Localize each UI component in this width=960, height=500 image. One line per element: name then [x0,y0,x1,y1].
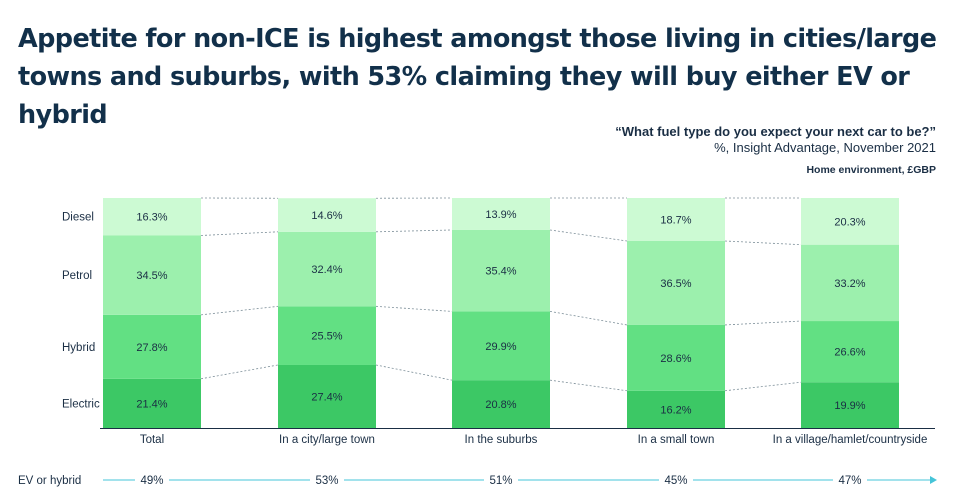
connector-line [549,379,628,392]
data-label: 13.9% [485,209,516,221]
connector-line [375,229,453,233]
category-label: In a city/large town [279,434,375,446]
ev-or-hybrid-value: 53% [315,475,338,487]
bar-segment-hybrid [801,321,899,383]
chart-title: Appetite for non-ICE is highest amongst … [18,24,937,130]
connector-line [549,229,628,242]
bar-segment-hybrid [103,314,201,379]
bar-segment-petrol [103,235,201,315]
bar-segment-petrol [452,229,550,312]
data-label: 18.7% [660,215,691,227]
data-label: 32.4% [311,264,342,276]
ev-or-hybrid-value-bg [833,473,867,487]
legend-hybrid: Hybrid [62,342,95,354]
bar-segment-electric [278,364,376,428]
source-note: %, Insight Advantage, November 2021 [714,140,936,155]
bar-segment-diesel [801,198,899,245]
category-label: In a village/hamlet/countryside [773,434,928,446]
connector-line [375,305,453,312]
bar-segment-electric [801,382,899,428]
connector-line [200,231,279,236]
data-label: 33.2% [834,278,865,290]
bar-segment-electric [627,390,725,428]
bar-segment-diesel [103,198,201,236]
category-label: Total [140,434,164,446]
data-label: 14.6% [311,210,342,222]
data-label: 16.2% [660,404,691,416]
connector-line [549,310,628,326]
arrow-right-icon [930,476,937,484]
category-label: In the suburbs [465,434,538,446]
connector-line [200,364,279,380]
survey-question: “What fuel type do you expect your next … [615,124,936,139]
data-label: 25.5% [311,331,342,343]
connector-line [724,240,802,246]
legend-electric: Electric [62,398,100,410]
bar-segment-petrol [278,231,376,307]
ev-or-hybrid-value: 45% [664,475,687,487]
data-label: 26.6% [834,347,865,359]
ev-or-hybrid-label: EV or hybrid [18,475,81,487]
data-label: 19.9% [834,400,865,412]
ev-or-hybrid-value: 47% [838,475,861,487]
data-label: 36.5% [660,278,691,290]
connector-line [724,320,802,326]
connector-line [200,305,279,316]
data-label: 27.4% [311,391,342,403]
data-label: 28.6% [660,353,691,365]
ev-or-hybrid-value-bg [484,473,518,487]
data-label: 34.5% [136,270,167,282]
bar-segment-hybrid [452,311,550,381]
data-label: 29.9% [485,341,516,353]
legend-petrol: Petrol [62,270,92,282]
ev-or-hybrid-value: 51% [489,475,512,487]
ev-or-hybrid-value-bg [310,473,344,487]
bar-segment-petrol [627,241,725,325]
bar-segment-hybrid [627,324,725,391]
bar-segment-petrol [801,244,899,322]
bar-segment-electric [103,378,201,428]
data-label: 27.8% [136,342,167,354]
bar-segment-diesel [452,198,550,230]
data-label: 35.4% [485,266,516,278]
ev-or-hybrid-value-bg [135,473,169,487]
legend-diesel: Diesel [62,212,94,224]
bar-segment-diesel [278,198,376,232]
data-label: 20.8% [485,399,516,411]
connector-line [724,381,802,392]
ev-or-hybrid-value-bg [659,473,693,487]
bar-segment-electric [452,380,550,428]
bar-segment-hybrid [278,306,376,365]
data-label: 20.3% [834,216,865,228]
ev-or-hybrid-value: 49% [140,475,163,487]
data-label: 21.4% [136,398,167,410]
segment-note: Home environment, £GBP [806,164,936,176]
bar-segment-diesel [627,198,725,242]
category-label: In a small town [638,434,715,446]
data-label: 16.3% [136,212,167,224]
connector-line [375,364,453,381]
